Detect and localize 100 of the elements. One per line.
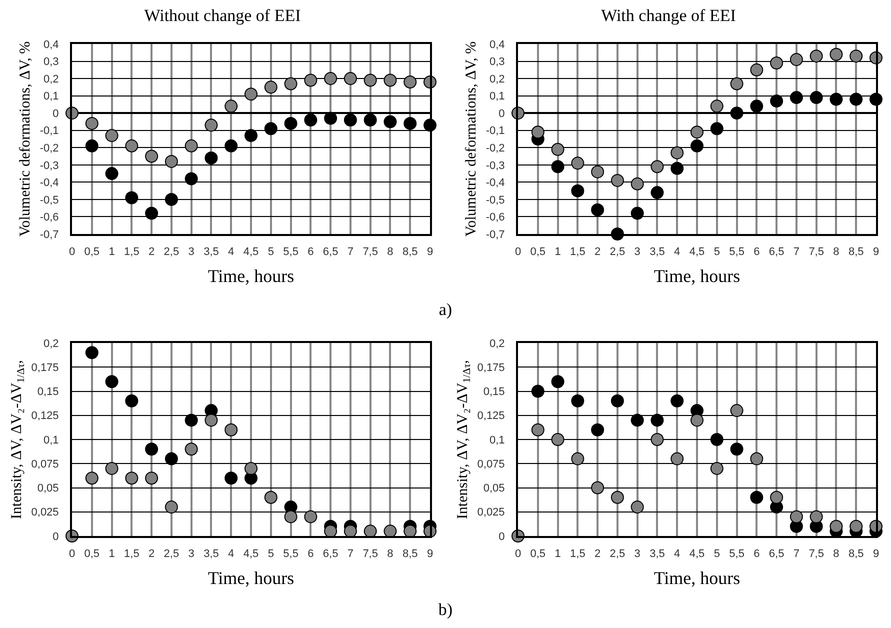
point [551,375,564,388]
point [750,452,764,466]
point [790,53,803,66]
x-tick-label: 3,5 [650,548,665,560]
y-tick-label: 0,2 [490,338,505,350]
x-tick-label: 5,5 [729,548,744,560]
x-tick-label: 4,5 [689,548,705,560]
y-tick-label: 0,4 [490,38,505,51]
point [404,116,417,130]
point [304,114,318,126]
x-tick-label: 6 [308,246,314,258]
point [145,442,158,456]
point [264,80,278,94]
y-tick-label: -0,7 [486,228,505,241]
point [750,63,764,76]
point [830,92,843,106]
point [630,414,644,427]
point [630,206,644,220]
y-tick-label: -0,4 [40,177,59,190]
y-tick-label: -0,3 [40,160,59,172]
point [384,115,397,128]
point [224,100,238,113]
point [85,116,98,130]
point [830,520,843,533]
x-tick-label: 4 [228,548,234,560]
point [324,524,338,538]
y-tick-label: 0,1 [44,90,59,103]
point [650,160,664,174]
x-tick-label: 3,5 [650,246,665,258]
x-tick-label: 8,5 [848,548,864,560]
point [284,116,298,130]
point [364,74,377,87]
point [690,126,704,139]
x-tick-label: 4 [674,548,680,560]
x-tick-label: 5,5 [283,548,298,560]
y-tick-label: 0,4 [44,38,59,51]
point [384,74,397,87]
x-tick-label: 5 [268,246,274,258]
x-tick-label: 8 [833,548,840,560]
x-tick-label: 4,5 [243,548,259,560]
point [105,167,118,180]
x-tick-label: 2,5 [164,246,180,258]
point [224,423,238,436]
point [690,139,704,152]
point [610,174,624,187]
x-tick-label: 7,5 [362,548,378,560]
point [164,154,178,168]
point [324,72,338,86]
y-tick-label: 0,175 [31,362,59,374]
y-tick-label: 0,15 [37,386,59,398]
x-tick-label: 7,5 [808,548,824,560]
x-tick-label: 2 [148,548,155,560]
x-axis-title: Time, hours [654,568,740,588]
x-tick-label: 6 [308,548,314,560]
text: a) [438,300,454,320]
point [164,192,178,206]
point [750,100,764,113]
x-tick-label: 2 [594,548,601,560]
x-tick-label: 0,5 [84,548,100,560]
x-tick-label: 1,5 [570,246,586,258]
x-tick-label: 6,5 [768,246,784,258]
point [810,91,823,104]
x-tick-label: 9 [872,246,880,258]
x-tick-label: 3 [188,246,194,258]
point [284,77,298,90]
point [591,165,604,178]
y-tick-label: 0,175 [477,362,505,374]
point [710,433,724,446]
point [304,510,318,524]
y-tick-label: 0,125 [477,410,505,422]
y-tick-label: 0,2 [44,73,59,86]
y-tick-label: -0,3 [486,160,505,172]
point [324,112,338,125]
y-tick-label: 0,15 [483,386,505,398]
point [164,500,178,514]
y-tick-label: 0,1 [44,434,59,446]
x-tick-label: 5 [714,246,720,258]
x-tick-label: 5,5 [729,246,744,258]
x-tick-label: 0 [68,246,76,258]
x-tick-label: 9 [426,246,434,258]
y-tick-label: 0,025 [31,506,59,519]
x-tick-label: 3 [188,548,194,560]
x-tick-label: 1 [554,246,561,258]
point [224,472,238,485]
y-axis-title: Volumetric deformations, ΔV, % [18,41,34,237]
point [304,74,318,87]
y-tick-label: 0,075 [477,458,505,470]
point [650,414,664,427]
x-tick-label: 7,5 [362,246,378,258]
point [264,490,278,504]
y-tick-label: -0,6 [486,212,505,224]
x-axis-title: Time, hours [208,568,294,588]
x-tick-label: 2,5 [610,246,626,258]
x-tick-label: 8 [833,246,840,258]
point [650,433,664,446]
point [184,172,198,186]
point [571,394,584,408]
point [630,177,644,190]
point [85,139,98,152]
point [810,510,823,524]
